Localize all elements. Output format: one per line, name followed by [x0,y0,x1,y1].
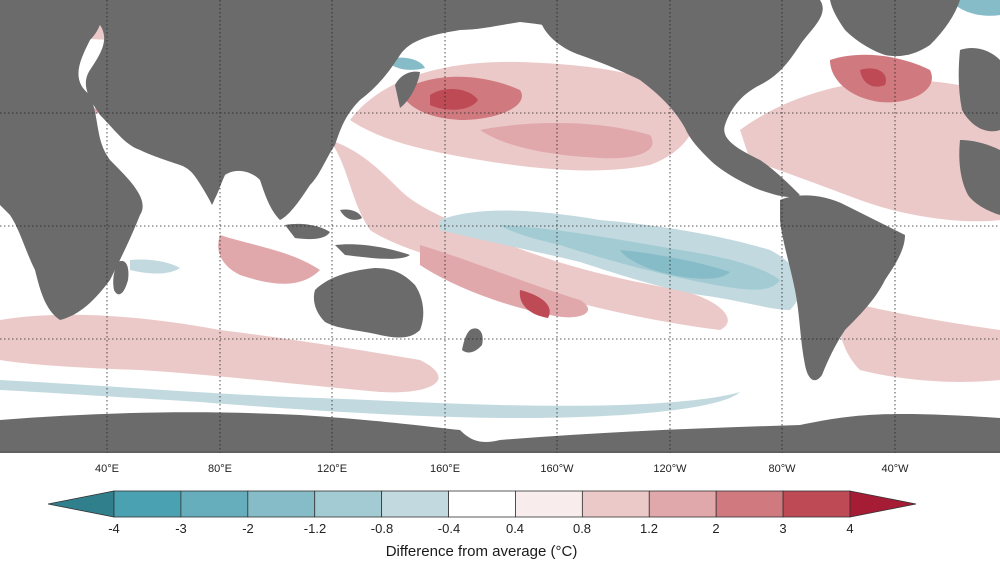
colorbar-tick: 0.8 [572,521,592,536]
colorbar-tick: 2 [712,521,720,536]
colorbar-bin [715,490,784,518]
north-atlantic-warm [740,80,1000,222]
lon-label-40w: 40°W [881,463,909,475]
graticule [0,0,1000,453]
south-indian-cool [130,259,180,274]
north-america [540,0,823,198]
colorbar [0,488,1000,524]
antarctica [0,412,1000,453]
lon-label-40e: 40°E [95,463,119,475]
colorbar-bin [515,490,583,518]
new-zealand [462,328,483,353]
colorbar-tick: 4 [846,521,854,536]
europe-east [958,48,1000,132]
colorbar-bins [47,490,917,518]
colorbar-title: Difference from average (°C) [385,543,578,560]
colorbar-bin [180,490,249,518]
madagascar [113,260,129,295]
australia [313,268,424,338]
colorbar-tick: -4 [108,521,120,536]
south-indian-band [0,314,439,393]
map-canvas [0,0,1000,453]
colorbar-tick: 3 [779,521,787,536]
eurasia [85,0,721,220]
colorbar-bin [581,490,650,518]
colorbar-tick: -1.2 [303,521,327,536]
indian-ocean-warm [218,235,320,284]
colorbar-tick: -0.4 [437,521,461,536]
colorbar-tick: -2 [242,521,254,536]
colorbar-bin [448,490,516,518]
lon-label-120e: 120°E [316,463,348,475]
north-pacific-warm-center [430,88,478,110]
lon-label-160w: 160°W [540,463,574,475]
south-america [780,195,905,381]
sst-anomaly-map [0,0,1000,453]
colorbar-bin [648,490,717,518]
colorbar-arrow-max [849,490,917,518]
colorbar-tick: -3 [175,521,187,536]
lon-label-160e: 160°E [429,463,461,475]
south-atlantic-warm [838,300,1000,382]
colorbar-svg [47,490,917,518]
southeast-asia-islands [285,209,410,259]
southern-ocean-cool-band [0,380,740,418]
colorbar-arrow-min [47,490,115,518]
colorbar-tick: 1.2 [639,521,659,536]
labrador-warm-center [860,68,886,87]
arctic-cool-east [950,0,1000,16]
africa-east-atlantic [959,140,1000,215]
central-north-pacific [480,123,653,159]
western-pacific-warm [330,140,728,330]
colorbar-tick: 0.4 [505,521,525,536]
colorbar-bin [113,490,182,518]
colorbar-tick: -0.8 [370,521,394,536]
colorbar-bin [381,490,449,518]
japan [395,71,420,108]
south-pacific-warm-center [519,290,550,318]
south-pacific-warm-core [420,245,589,318]
colorbar-bin [782,490,851,518]
colorbar-bin [314,490,383,518]
indian-subcontinent [175,150,225,205]
lon-label-80w: 80°W [768,463,796,475]
equatorial-pacific-cool-center [620,250,730,279]
colorbar-bin [247,490,316,518]
lon-label-120w: 120°W [653,463,687,475]
lon-label-80e: 80°E [208,463,232,475]
land [0,0,1000,453]
